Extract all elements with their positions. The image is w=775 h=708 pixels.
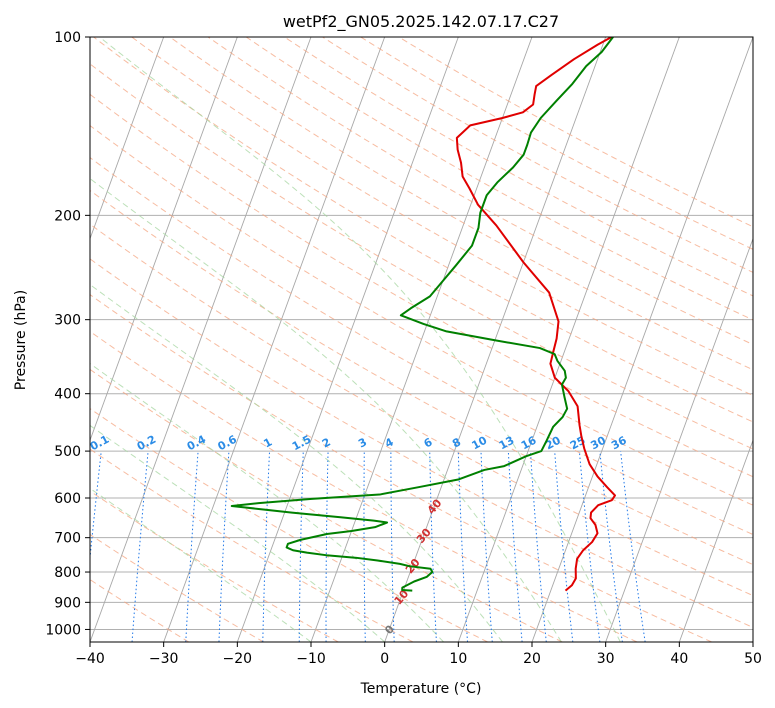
axis-ticks: −40 −30 −20 −10 0 10 20 30 40 50 100 200 300 400 500 60… [45,30,762,667]
isotherm-line [236,37,459,642]
mixing-ratio-label: 30 [588,434,608,453]
isotherm-line [678,439,753,642]
x-tick-label: 50 [744,651,762,667]
dewpoint-profile-line [230,37,614,592]
dry-adiabat-line [398,37,753,228]
y-tick-label: 800 [54,565,81,581]
mixing-ratio-label: 10 [470,434,490,453]
y-tick-label: 700 [54,531,81,547]
data-lines [230,37,617,592]
line-labels: 0.1 0.2 0.4 0.6 1 1.5 2 3 4 6 8 10 13 16 20 25 30 3601020… [88,433,629,637]
x-tick-label: 20 [523,651,541,667]
x-axis-label: Temperature (°C) [360,681,482,697]
dry-adiabat-line [90,63,753,450]
x-tick-label: 0 [380,651,389,667]
y-axis-label: Pressure (hPa) [13,290,29,390]
mixing-ratio-line [620,451,646,642]
dry-adiabat-line [90,533,264,642]
dry-adiabat-line [90,258,753,628]
mixing-ratio-line [507,451,523,642]
x-tick-label: −20 [223,651,253,667]
x-tick-label: 10 [449,651,467,667]
isotherm-line [90,37,312,642]
dry-adiabat-line [90,124,753,506]
isotherm-line [90,37,165,240]
plot-frame [89,36,754,643]
x-tick-label: −10 [296,651,326,667]
mixing-ratio-line [599,451,623,642]
background-lines [90,37,753,642]
dry-adiabat-line [90,93,753,478]
y-tick-label: 300 [54,313,81,329]
mixing-ratio-line [131,451,149,642]
moist-adiabat-line [90,424,386,642]
dry-adiabat-line [93,37,753,423]
mixing-ratio-line [554,451,574,642]
dry-adiabat-line [90,330,638,642]
isotherm-line [605,237,753,642]
x-tick-label: 40 [670,651,688,667]
dry-adiabat-line [90,294,712,642]
chart-title: wetPf2_GN05.2025.142.07.17.C27 [283,12,559,32]
mixing-ratio-line [578,451,601,642]
dry-adiabat-line [90,189,753,566]
mixing-ratio-line [529,451,547,642]
x-tick-label: 30 [597,651,615,667]
dry-adiabat-line [90,448,414,642]
moist-adiabat-line [99,37,621,642]
y-tick-label: 900 [54,595,81,611]
temperature-profile-line [455,37,617,592]
moist-adiabat-line [90,177,562,642]
x-tick-label: −30 [149,651,179,667]
mixing-ratio-line [90,451,102,563]
isotherm-line [90,37,238,442]
isotherm-line [163,37,386,642]
y-tick-label: 200 [54,208,81,224]
mixing-ratio-label: 16 [519,434,539,453]
mixing-ratio-label: 13 [497,434,517,453]
y-tick-label: 1000 [45,622,81,638]
x-tick-label: −40 [75,651,105,667]
moist-adiabat-line [90,487,312,642]
y-tick-label: 600 [54,491,81,507]
y-tick-label: 400 [54,387,81,403]
mixing-ratio-label: 36 [609,434,629,453]
y-tick-label: 500 [54,444,81,460]
dry-adiabat-line [90,156,753,536]
moist-adiabat-line [90,283,503,642]
y-tick-label: 100 [54,30,81,46]
dry-adiabat-line [90,223,753,597]
